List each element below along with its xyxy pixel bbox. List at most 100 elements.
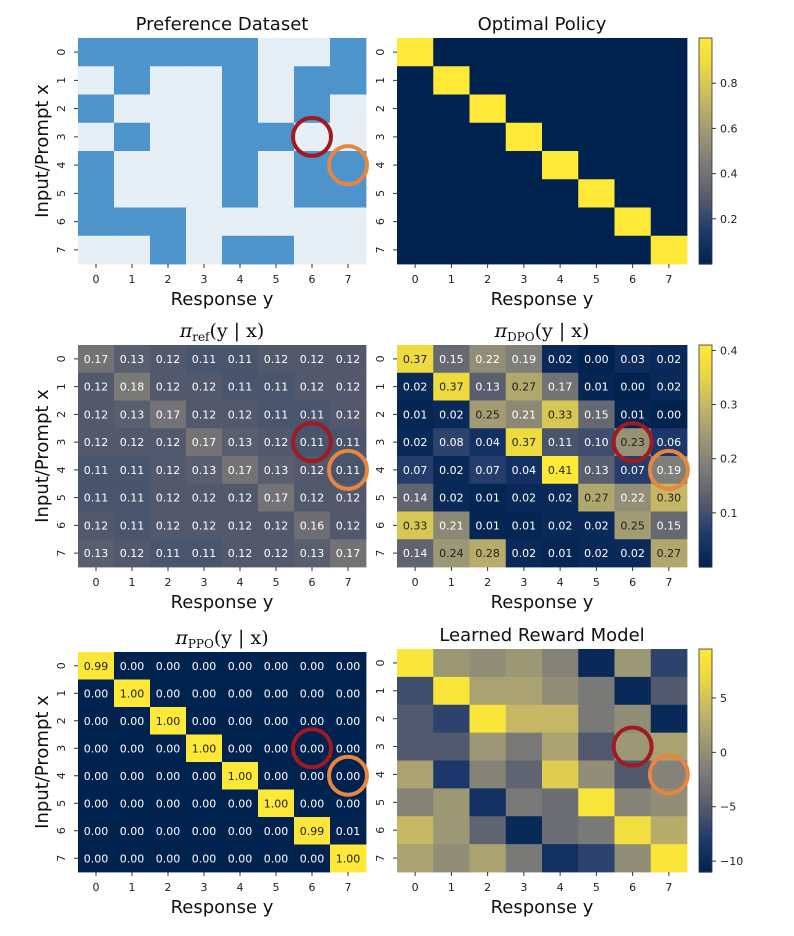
heatmap-cell bbox=[469, 816, 507, 845]
heatmap-cell bbox=[542, 372, 579, 401]
cell-value-label: 0.00 bbox=[264, 660, 289, 673]
heatmap-cell bbox=[542, 539, 579, 568]
heatmap-cell bbox=[650, 539, 688, 568]
heatmap-cell bbox=[186, 707, 223, 735]
colorbar-tick-label: −10 bbox=[720, 855, 743, 868]
colorbar-segment bbox=[699, 430, 712, 435]
cell-value-label: 0.00 bbox=[156, 852, 181, 865]
heatmap-cell bbox=[397, 179, 434, 208]
heatmap-cell bbox=[578, 816, 615, 845]
colorbar-segment bbox=[699, 478, 712, 483]
colorbar-segment bbox=[699, 555, 712, 561]
heatmap-cell bbox=[186, 844, 223, 873]
cell-value-label: 0.13 bbox=[584, 464, 609, 477]
heatmap-cell bbox=[578, 428, 615, 457]
cell-value-label: 0.14 bbox=[403, 547, 428, 560]
cell-value-label: 0.00 bbox=[264, 770, 289, 783]
colorbar-segment bbox=[699, 474, 712, 479]
heatmap-cell bbox=[150, 734, 187, 763]
heatmap-cell bbox=[330, 151, 367, 180]
colorbar-segment bbox=[699, 530, 712, 535]
colorbar-segment bbox=[699, 771, 712, 776]
heatmap-cell bbox=[78, 707, 115, 735]
colorbar-segment bbox=[699, 481, 712, 487]
heatmap-cell bbox=[578, 760, 615, 789]
cell-value-label: 0.04 bbox=[475, 436, 500, 449]
colorbar-segment bbox=[699, 151, 712, 156]
colorbar-segment bbox=[699, 218, 712, 224]
heatmap-cell bbox=[258, 428, 295, 457]
heatmap-cell bbox=[150, 483, 187, 512]
y-tick-label: 5 bbox=[374, 494, 387, 501]
x-tick-label: 5 bbox=[273, 273, 280, 286]
heatmap-cell bbox=[397, 676, 434, 706]
heatmap-cell bbox=[114, 707, 151, 735]
cell-value-label: 0.00 bbox=[156, 797, 181, 810]
heatmap-cell bbox=[505, 816, 543, 845]
heatmap-cell bbox=[397, 94, 434, 124]
cell-value-label: 0.01 bbox=[548, 547, 573, 560]
heatmap-cell bbox=[542, 511, 579, 540]
cell-value-label: 0.19 bbox=[657, 464, 682, 477]
cell-value-label: 0.11 bbox=[192, 547, 217, 560]
heatmap-cell bbox=[222, 122, 259, 152]
colorbar-tick-label: 0 bbox=[720, 746, 727, 759]
heatmap-cell bbox=[330, 762, 367, 790]
y-tick-label: 2 bbox=[55, 411, 68, 418]
heatmap-cell bbox=[650, 676, 688, 706]
heatmap-cell bbox=[222, 207, 259, 237]
heatmap-cell bbox=[397, 511, 434, 540]
heatmap-cell bbox=[650, 179, 688, 208]
heatmap-cell bbox=[542, 235, 579, 265]
colorbar-segment bbox=[699, 764, 712, 769]
cell-value-label: 0.00 bbox=[228, 852, 253, 865]
y-tick-label: 4 bbox=[55, 162, 68, 169]
cell-value-label: 0.15 bbox=[584, 408, 609, 421]
y-tick-label: 6 bbox=[55, 522, 68, 529]
cell-value-label: 0.12 bbox=[156, 492, 181, 505]
cell-value-label: 0.00 bbox=[120, 852, 145, 865]
cell-value-label: 0.12 bbox=[264, 353, 289, 366]
heatmap-cell bbox=[330, 372, 367, 401]
colorbar-segment bbox=[699, 245, 712, 250]
heatmap-cell bbox=[433, 844, 470, 873]
cell-value-label: 0.11 bbox=[300, 436, 325, 449]
heatmap-cell bbox=[222, 762, 259, 790]
heatmap-cell bbox=[186, 734, 223, 763]
heatmap-cell bbox=[469, 122, 507, 152]
cell-value-label: 0.00 bbox=[84, 852, 109, 865]
heatmap-cell bbox=[614, 732, 652, 761]
heatmap-cell bbox=[397, 372, 434, 401]
heatmap-cell bbox=[397, 649, 434, 678]
heatmap-cell bbox=[78, 762, 115, 790]
colorbar-segment bbox=[699, 135, 712, 141]
heatmap-cell bbox=[150, 652, 187, 680]
heatmap-cell bbox=[505, 38, 543, 67]
heatmap-cell bbox=[614, 94, 652, 124]
heatmap-cell bbox=[397, 66, 434, 95]
x-tick-label: 3 bbox=[520, 576, 527, 589]
chart-title: πPPO(y | x) bbox=[174, 627, 268, 651]
colorbar-segment bbox=[699, 222, 712, 227]
cell-value-label: 0.12 bbox=[156, 519, 181, 532]
colorbar-segment bbox=[699, 500, 712, 505]
cell-value-label: 0.17 bbox=[156, 408, 181, 421]
heatmap-cell bbox=[186, 179, 223, 208]
heatmap-cell bbox=[258, 539, 295, 568]
cell-value-label: 0.00 bbox=[264, 715, 289, 728]
heatmap-cell bbox=[150, 94, 187, 124]
colorbar-segment bbox=[699, 184, 712, 190]
cell-value-label: 0.00 bbox=[84, 687, 109, 700]
heatmap-cell bbox=[150, 428, 187, 457]
x-tick-label: 0 bbox=[93, 881, 100, 894]
heatmap-cell bbox=[650, 649, 688, 678]
colorbar-segment bbox=[699, 749, 712, 754]
colorbar-segment bbox=[699, 756, 712, 762]
cell-value-label: 1.00 bbox=[264, 797, 289, 810]
heatmap-cell bbox=[505, 400, 543, 429]
cell-value-label: 0.15 bbox=[439, 353, 464, 366]
colorbar-tick-label: 0.2 bbox=[720, 213, 738, 226]
heatmap-cell bbox=[186, 345, 223, 374]
cell-value-label: 0.00 bbox=[192, 770, 217, 783]
colorbar-segment bbox=[699, 760, 712, 765]
